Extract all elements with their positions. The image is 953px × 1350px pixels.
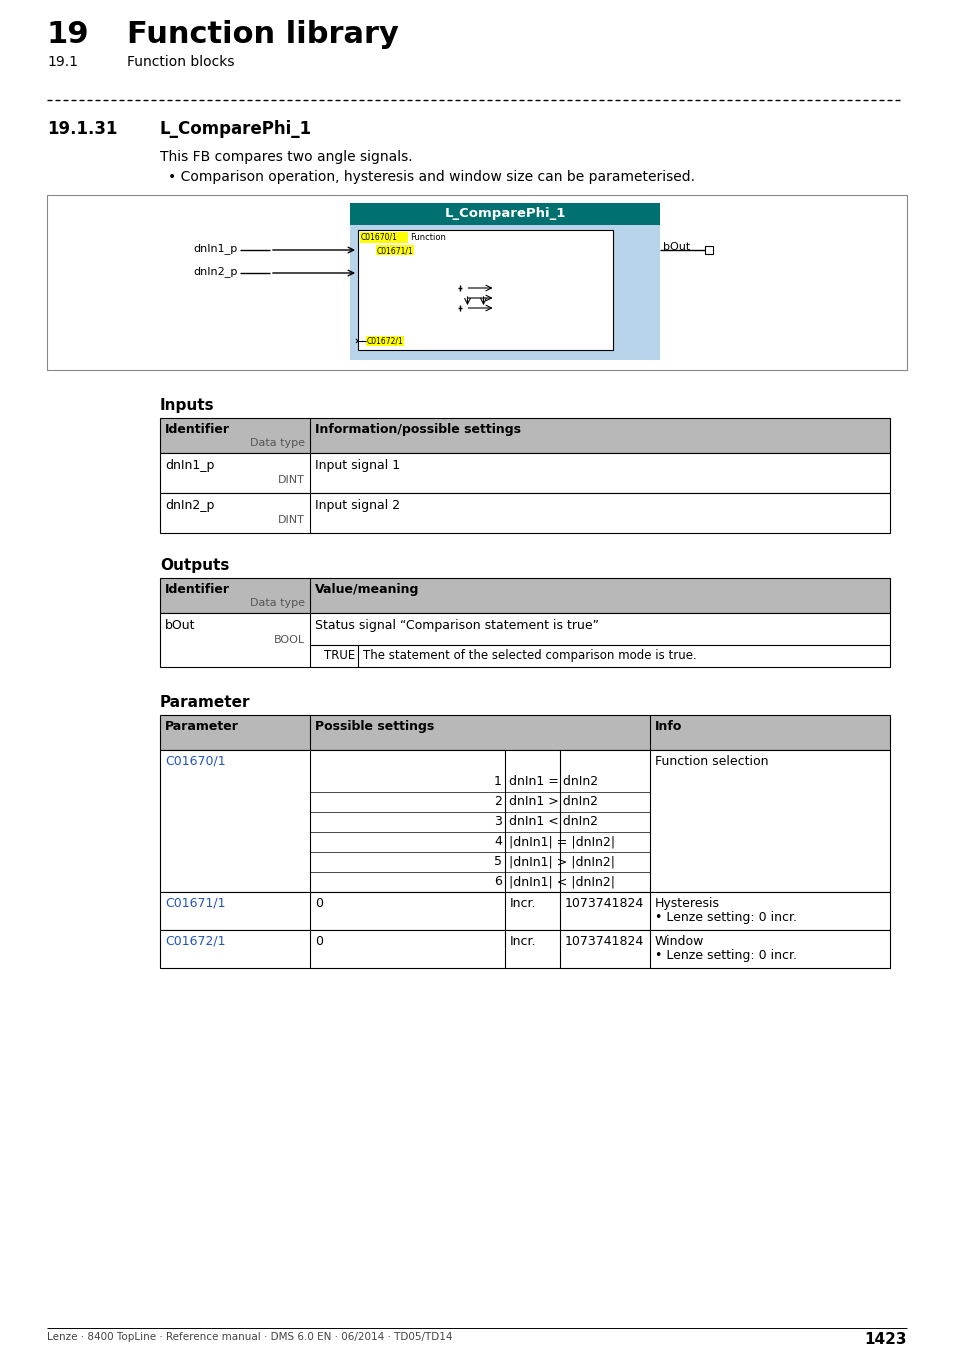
- Bar: [160, 751, 889, 892]
- Text: Data type: Data type: [250, 437, 305, 448]
- Text: • Lenze setting: 0 incr.: • Lenze setting: 0 incr.: [655, 949, 796, 963]
- Text: L_ComparePhi_1: L_ComparePhi_1: [444, 207, 565, 220]
- Text: Function selection: Function selection: [655, 755, 768, 768]
- Bar: [704, 246, 712, 254]
- Text: dnIn2_p: dnIn2_p: [165, 500, 214, 512]
- Text: Input signal 1: Input signal 1: [314, 459, 399, 472]
- Bar: [160, 493, 889, 533]
- Text: Information/possible settings: Information/possible settings: [314, 423, 520, 436]
- Text: C01672/1: C01672/1: [367, 338, 403, 346]
- Bar: [160, 892, 889, 930]
- Text: 19.1.31: 19.1.31: [47, 120, 117, 138]
- Text: Hysteresis: Hysteresis: [655, 896, 720, 910]
- Text: Input signal 2: Input signal 2: [314, 500, 399, 512]
- Text: Function blocks: Function blocks: [127, 55, 234, 69]
- Text: 3: 3: [494, 815, 501, 828]
- Bar: [47, 194, 906, 370]
- Bar: [350, 202, 659, 225]
- Text: |dnIn1| > |dnIn2|: |dnIn1| > |dnIn2|: [509, 855, 615, 868]
- Bar: [359, 232, 408, 243]
- Bar: [160, 578, 889, 613]
- Text: dnIn1 = dnIn2: dnIn1 = dnIn2: [509, 775, 598, 788]
- Text: dnIn1_p: dnIn1_p: [165, 459, 214, 472]
- Text: 0: 0: [314, 936, 323, 948]
- Text: Identifier: Identifier: [165, 423, 230, 436]
- Text: dnIn1_p: dnIn1_p: [193, 243, 237, 254]
- Text: |dnIn1| = |dnIn2|: |dnIn1| = |dnIn2|: [509, 836, 615, 848]
- Bar: [160, 613, 889, 667]
- Bar: [160, 716, 889, 751]
- Bar: [160, 930, 889, 968]
- Text: 1: 1: [494, 775, 501, 788]
- Text: Parameter: Parameter: [165, 720, 238, 733]
- Text: 1423: 1423: [863, 1332, 906, 1347]
- Text: 6: 6: [494, 875, 501, 888]
- Text: L_ComparePhi_1: L_ComparePhi_1: [160, 120, 312, 138]
- Text: TRUE: TRUE: [323, 649, 355, 662]
- Text: |dnIn1| < |dnIn2|: |dnIn1| < |dnIn2|: [509, 875, 615, 888]
- Bar: [375, 244, 414, 255]
- Text: Info: Info: [655, 720, 681, 733]
- Text: C01670/1: C01670/1: [360, 234, 397, 242]
- Text: C01671/1: C01671/1: [376, 246, 414, 255]
- Text: C01672/1: C01672/1: [165, 936, 225, 948]
- Text: This FB compares two angle signals.: This FB compares two angle signals.: [160, 150, 413, 163]
- Text: BOOL: BOOL: [274, 634, 305, 645]
- Text: dnIn1 < dnIn2: dnIn1 < dnIn2: [509, 815, 598, 828]
- Text: dnIn2_p: dnIn2_p: [193, 266, 237, 277]
- Text: dnIn1 > dnIn2: dnIn1 > dnIn2: [509, 795, 598, 809]
- Text: bOut: bOut: [165, 620, 195, 632]
- Text: Data type: Data type: [250, 598, 305, 608]
- Text: C01670/1: C01670/1: [165, 755, 226, 768]
- Text: 2: 2: [494, 795, 501, 809]
- Bar: [350, 202, 659, 360]
- Text: • Lenze setting: 0 incr.: • Lenze setting: 0 incr.: [655, 911, 796, 923]
- Text: 1073741824: 1073741824: [564, 896, 643, 910]
- Bar: [160, 418, 889, 454]
- Text: 5: 5: [494, 855, 501, 868]
- Text: 0: 0: [314, 896, 323, 910]
- Text: Function: Function: [410, 234, 445, 242]
- Text: Status signal “Comparison statement is true”: Status signal “Comparison statement is t…: [314, 620, 598, 632]
- Text: C01671/1: C01671/1: [165, 896, 225, 910]
- Text: 19: 19: [47, 20, 90, 49]
- Text: bOut: bOut: [662, 242, 690, 252]
- Text: Window: Window: [655, 936, 703, 948]
- Text: The statement of the selected comparison mode is true.: The statement of the selected comparison…: [363, 649, 696, 662]
- Text: Incr.: Incr.: [510, 936, 536, 948]
- Bar: [357, 230, 613, 350]
- Text: Parameter: Parameter: [160, 695, 251, 710]
- Bar: [366, 336, 403, 346]
- Text: Inputs: Inputs: [160, 398, 214, 413]
- Text: DINT: DINT: [278, 514, 305, 525]
- Text: Possible settings: Possible settings: [314, 720, 434, 733]
- Text: Function library: Function library: [127, 20, 398, 49]
- Bar: [160, 454, 889, 493]
- Text: Value/meaning: Value/meaning: [314, 583, 419, 595]
- Text: • Comparison operation, hysteresis and window size can be parameterised.: • Comparison operation, hysteresis and w…: [168, 170, 695, 184]
- Text: DINT: DINT: [278, 475, 305, 485]
- Text: Identifier: Identifier: [165, 583, 230, 595]
- Text: 4: 4: [494, 836, 501, 848]
- Text: Incr.: Incr.: [510, 896, 536, 910]
- Text: 1073741824: 1073741824: [564, 936, 643, 948]
- Text: Outputs: Outputs: [160, 558, 229, 572]
- Text: 19.1: 19.1: [47, 55, 78, 69]
- Text: Lenze · 8400 TopLine · Reference manual · DMS 6.0 EN · 06/2014 · TD05/TD14: Lenze · 8400 TopLine · Reference manual …: [47, 1332, 452, 1342]
